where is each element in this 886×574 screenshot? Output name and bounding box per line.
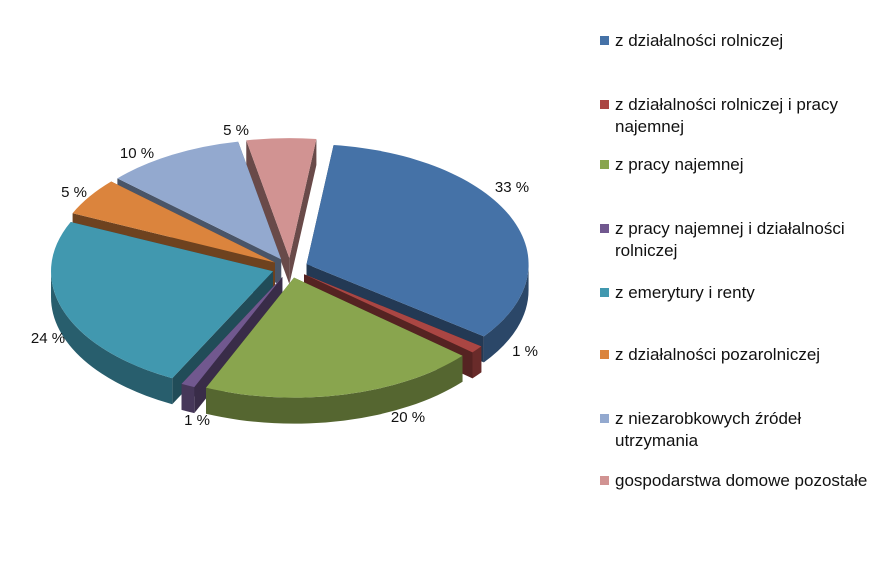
legend-label: z niezarobkowych źródeł utrzymania <box>615 409 802 450</box>
legend-item-pozostale: gospodarstwa domowe pozostałe <box>600 470 880 492</box>
pie-slice-top <box>51 221 274 379</box>
pie-slice-side <box>181 276 283 410</box>
pie-slice-wall <box>181 383 195 414</box>
legend-label: z działalności pozarolniczej <box>615 345 821 364</box>
pie-slice-wall <box>472 346 482 379</box>
legend-item-rolniczej: z działalności rolniczej <box>600 30 880 52</box>
pie-slice <box>181 276 283 414</box>
pie-chart: 33 % 1 % 20 % 1 % 24 % 5 % 10 % 5 % <box>31 122 538 429</box>
pie-value-labels: 33 % 1 % 20 % 1 % 24 % 5 % 10 % 5 % <box>31 122 538 429</box>
legend-swatch <box>600 350 609 359</box>
legend-item-niezarobkowych: z niezarobkowych źródeł utrzymania <box>600 408 880 452</box>
pie-slice-side <box>246 140 290 285</box>
pie-slice-top <box>206 277 463 398</box>
pie-value-label: 5 % <box>223 122 249 139</box>
pie-slices <box>51 138 529 424</box>
pie-slice-wall <box>206 355 463 424</box>
pie-slice-wall <box>51 271 173 405</box>
legend-label: z pracy najemnej <box>615 155 744 174</box>
legend-item-rolniczej-najemnej: z działalności rolniczej i pracy najemne… <box>600 94 880 138</box>
pie-value-label: 33 % <box>495 179 529 196</box>
pie-value-label: 10 % <box>120 145 154 162</box>
pie-value-label: 5 % <box>61 184 87 201</box>
pie-value-label: 24 % <box>31 330 65 347</box>
pie-value-label: 20 % <box>391 409 425 426</box>
legend-swatch <box>600 160 609 169</box>
legend-label: z pracy najemnej i działalności rolnicze… <box>615 219 845 260</box>
pie-slice-top <box>306 145 529 337</box>
pie-slice-wall <box>483 264 529 363</box>
pie-slice-top <box>304 274 482 353</box>
legend-label: gospodarstwa domowe pozostałe <box>615 471 868 490</box>
legend-label: z emerytury i renty <box>615 283 755 302</box>
legend-swatch <box>600 476 609 485</box>
legend-label: z działalności rolniczej i pracy najemne… <box>615 95 838 136</box>
legend-swatch <box>600 36 609 45</box>
legend-label: z działalności rolniczej <box>615 31 784 50</box>
legend-item-najemnej-rolniczej: z pracy najemnej i działalności rolnicze… <box>600 218 880 262</box>
legend-swatch <box>600 288 609 297</box>
pie-slice <box>246 138 317 285</box>
legend-swatch <box>600 414 609 423</box>
legend-item-emerytury: z emerytury i renty <box>600 282 880 304</box>
pie-slice-top <box>72 181 275 263</box>
pie-value-label: 1 % <box>184 412 210 429</box>
pie-value-label: 1 % <box>512 343 538 360</box>
legend-swatch <box>600 100 609 109</box>
legend-swatch <box>600 224 609 233</box>
legend-item-pozarolniczej: z działalności pozarolniczej <box>600 344 880 366</box>
pie-slice <box>206 277 463 424</box>
pie-slice-top <box>246 138 317 259</box>
pie-slice-top <box>181 276 283 388</box>
pie-slice-side <box>289 139 317 285</box>
pie-slice-top <box>117 141 282 260</box>
legend-item-najemnej: z pracy najemnej <box>600 154 880 176</box>
